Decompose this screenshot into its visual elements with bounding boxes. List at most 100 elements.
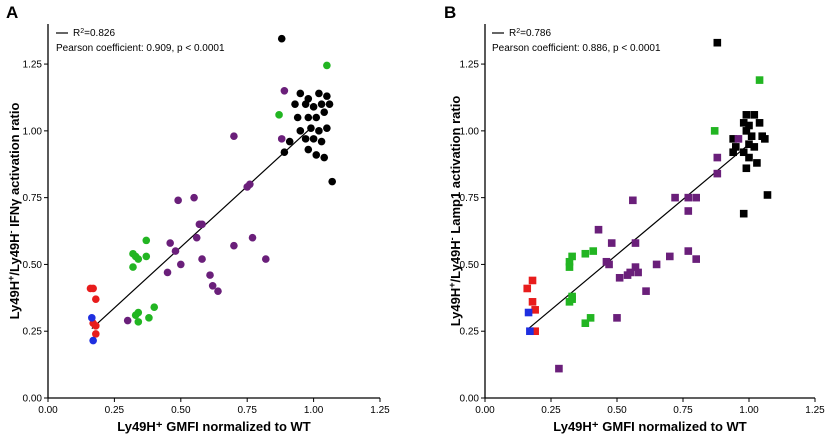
data-point-purple [230,132,238,140]
data-point-red [523,284,532,293]
x-tick-label: 0.50 [171,405,191,416]
data-point-black [761,135,769,143]
x-axis-title: Ly49H⁺ GMFI normalized to WT [117,419,311,434]
x-axis-title: Ly49H⁺ GMFI normalized to WT [553,419,747,434]
data-point-blue [526,327,534,336]
y-axis-title: Ly49H+/Ly49H- Lamp1 activation ratio [447,96,463,327]
data-point-black [277,34,286,43]
data-point-green [145,314,153,322]
data-point-red [528,276,537,285]
data-point-black [304,145,313,154]
x-tick-label: 0.50 [607,405,627,416]
data-point-black [296,89,305,98]
data-point-black [296,127,305,135]
y-axis-title-part: Ly49H [7,281,22,320]
y-axis-title-sup: + [6,276,16,281]
data-point-purple [163,268,172,277]
data-point-red [92,295,100,303]
y-tick-label: 1.25 [23,60,43,71]
data-point-purple [214,287,222,295]
data-point-purple [734,135,743,143]
data-point-black [309,135,318,143]
data-point-black [320,108,329,116]
legend-pearson: Pearson coefficient: 0.909, p < 0.0001 [56,43,225,54]
data-point-black [323,124,331,132]
data-point-black [739,148,748,157]
data-point-blue [524,308,533,317]
data-point-purple [631,263,640,271]
data-point-purple [190,193,198,202]
data-point-purple [177,260,185,269]
data-point-green [755,76,764,84]
data-point-black [745,153,753,162]
data-point-blue [88,314,96,322]
x-tick-label: 0.00 [475,405,495,416]
data-point-black [312,113,321,122]
series-purple [555,135,743,373]
data-point-black [732,143,740,151]
data-point-red [92,322,100,330]
series-black [277,34,336,186]
data-point-purple [277,135,286,143]
data-point-green [134,318,143,326]
series-blue [88,314,97,345]
x-tick-label: 0.25 [541,405,561,416]
data-point-black [713,38,722,47]
y-tick-label: 1.00 [23,126,43,137]
data-point-green [131,311,140,319]
data-point-green [150,303,159,311]
data-point-black [745,121,753,130]
data-point-black [739,119,748,127]
data-point-purple [713,169,722,178]
data-point-purple [243,183,251,191]
y-axis-title-sup: + [447,282,457,287]
legend: R2=0.786 Pearson coefficient: 0.886, p < … [492,28,661,54]
data-point-black [280,148,289,157]
data-point-red [86,284,95,293]
y-tick-label: 0.50 [460,260,480,271]
data-point-purple [174,196,182,205]
data-point-purple [198,220,206,229]
x-tick-label: 1.25 [370,405,390,416]
data-point-purple [198,255,206,263]
series-green [565,76,764,327]
y-axis-title-part: /Ly49H [7,233,22,275]
data-point-purple [280,86,289,95]
data-point-black [301,100,310,108]
y-tick-label: 0.50 [23,260,43,271]
data-point-red [531,327,539,336]
y-axis-title: Ly49H+/Ly49H- IFNγ activation ratio [6,103,22,320]
data-point-purple [626,268,634,277]
data-point-purple [613,314,621,322]
data-point-purple [166,239,174,247]
data-point-black [729,148,737,157]
data-point-black [301,135,310,143]
panel-letter: A [6,3,18,22]
data-point-purple [692,255,700,263]
data-point-red [528,298,537,306]
y-axis-title-part: Lamp1 activation ratio [448,96,463,238]
x-tick-label: 1.00 [739,405,759,416]
y-axis-title-sup: - [447,237,457,240]
series-red [523,276,539,336]
legend-r2-prefix: R [509,28,516,39]
y-tick-label: 0.75 [23,193,43,204]
legend-r2-value: =0.826 [84,28,115,39]
data-point-purple [671,193,679,202]
data-point-blue [89,336,97,345]
data-point-black [729,135,737,143]
panel-letter: B [444,3,456,22]
data-point-purple [248,233,257,242]
data-point-purple [607,239,616,247]
data-point-green [565,257,574,266]
data-point-black [750,111,759,119]
data-point-black [293,113,302,122]
data-point-purple [206,271,214,279]
data-point-green [586,314,595,322]
legend-r2-sup: 2 [516,28,520,35]
y-axis-title-sup: - [6,230,16,233]
data-point-green [142,252,151,261]
legend-r2: R2=0.786 [509,28,551,40]
data-point-black [325,100,334,108]
data-point-black [739,209,748,218]
